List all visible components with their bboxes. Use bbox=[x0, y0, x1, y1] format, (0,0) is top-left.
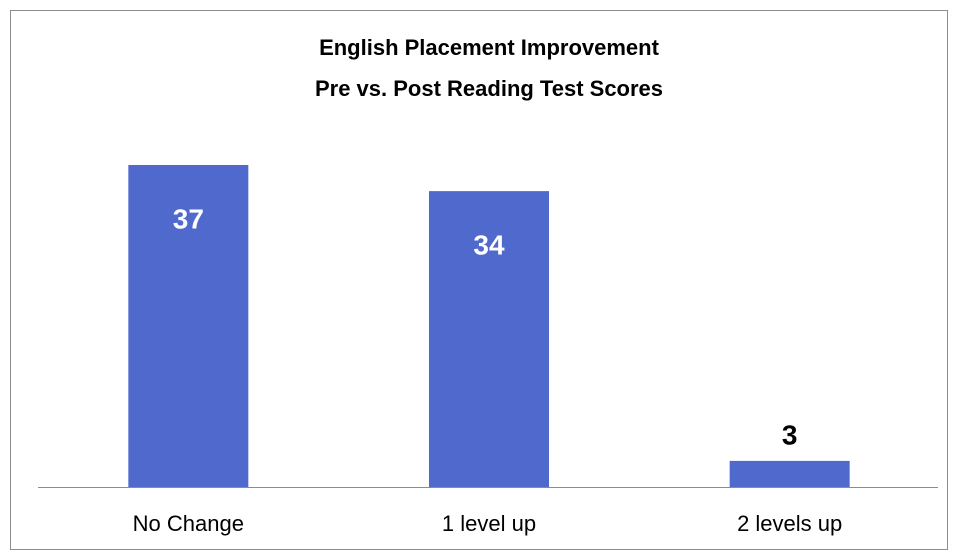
bar bbox=[429, 191, 549, 488]
data-label: 37 bbox=[173, 203, 204, 234]
x-tick-label: No Change bbox=[133, 511, 244, 536]
bar bbox=[128, 165, 249, 487]
chart-title: English Placement Improvement bbox=[319, 35, 660, 60]
data-label: 34 bbox=[473, 229, 505, 260]
x-tick-label: 1 level up bbox=[442, 511, 536, 536]
x-tick-label: 2 levels up bbox=[737, 511, 842, 536]
chart-subtitle: Pre vs. Post Reading Test Scores bbox=[315, 76, 663, 101]
bar bbox=[729, 460, 850, 487]
data-label: 3 bbox=[782, 419, 798, 450]
